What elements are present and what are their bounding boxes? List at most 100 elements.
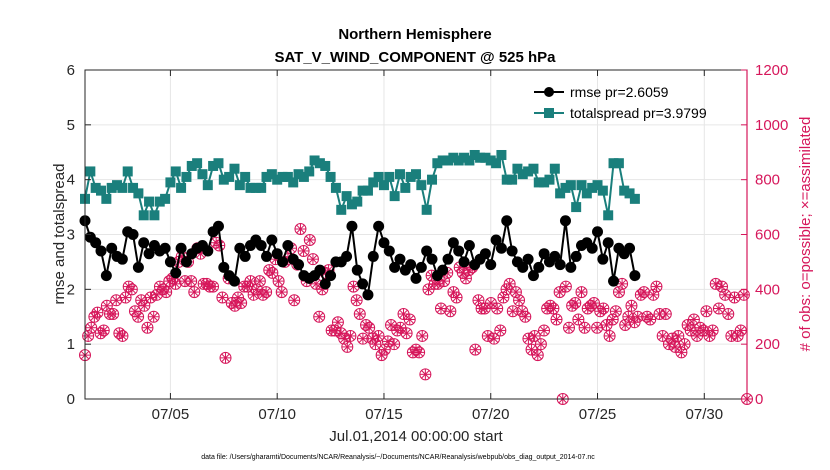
obs-point [132, 310, 145, 323]
totalspread-point [443, 155, 454, 166]
obs-point [528, 329, 541, 342]
rmse-point [228, 275, 240, 287]
obs-point [547, 302, 560, 315]
y-tick-label: 6 [67, 62, 75, 79]
obs-point [572, 313, 585, 326]
obs-point [185, 275, 198, 288]
obs-point [531, 349, 544, 362]
rmse-point [421, 245, 433, 257]
rmse-point [164, 256, 176, 268]
obs-point [550, 313, 563, 326]
rmse-point [447, 237, 459, 249]
obs-point [288, 294, 301, 307]
rmse-point [527, 270, 539, 282]
rmse-point [565, 261, 577, 273]
y-tick-label: 4 [67, 172, 75, 189]
totalspread-point [266, 169, 277, 180]
rmse-point [218, 261, 230, 273]
rmse-point [586, 242, 598, 254]
rmse-point [351, 264, 363, 276]
totalspread-point [357, 185, 368, 196]
totalspread-point [245, 182, 256, 193]
y-axis-left: 0 1 2 3 4 5 6 [67, 62, 91, 408]
obs-point [275, 286, 288, 299]
rmse-point [271, 248, 283, 260]
obs-point [219, 351, 232, 364]
obs-point [712, 302, 725, 315]
totalspread-point [160, 193, 171, 204]
rmse-point [602, 237, 614, 249]
totalspread-point [330, 182, 341, 193]
rmse-point [180, 256, 192, 268]
obs-point [306, 253, 319, 266]
totalspread-point [549, 163, 560, 174]
obs-point [169, 277, 182, 290]
y-tick-label: 5 [67, 117, 75, 134]
totalspread-point [512, 163, 523, 174]
obs-point [653, 308, 666, 321]
totalspread-point [453, 155, 464, 166]
totalspread-point [405, 171, 416, 182]
rmse-point [100, 270, 112, 282]
totalspread-point [341, 191, 352, 202]
totalspread-point [613, 158, 624, 169]
obs-point [85, 321, 98, 334]
totalspread-point [368, 177, 379, 188]
rmse-point [501, 215, 513, 227]
y2-tick-label: 200 [755, 336, 780, 353]
grid [85, 70, 747, 399]
totalspread-point [565, 180, 576, 191]
y-axis-right: 0 200 400 600 800 1000 1200 [741, 62, 788, 408]
totalspread-point [325, 171, 336, 182]
rmse-point [282, 239, 294, 251]
totalspread-point [336, 204, 347, 215]
rmse-point [314, 264, 326, 276]
rmse-point [405, 259, 417, 271]
totalspread-point [261, 171, 272, 182]
totalspread-point [165, 177, 176, 188]
obs-point [569, 297, 582, 310]
obs-point [372, 329, 385, 342]
obs-point [141, 321, 154, 334]
totalspread-point [378, 180, 389, 191]
totalspread-point [117, 182, 128, 193]
y-tick-label: 1 [67, 336, 75, 353]
x-tick-label: 07/25 [579, 406, 617, 423]
totalspread-point [421, 204, 432, 215]
totalspread-point [138, 210, 149, 221]
obs-point [519, 310, 532, 323]
obs-point [331, 316, 344, 329]
obs-point [116, 329, 129, 342]
obs-point [503, 277, 516, 290]
rmse-point [319, 278, 331, 290]
obs-point [609, 305, 622, 318]
rmse-point [159, 242, 171, 254]
totalspread-point [539, 177, 550, 188]
legend-spread-marker [544, 108, 554, 118]
rmse-point [362, 289, 374, 301]
rmse-point [559, 215, 571, 227]
obs-point [356, 332, 369, 345]
obs-point [235, 297, 248, 310]
rmse-point [95, 245, 107, 257]
obs-point [353, 308, 366, 321]
obs-point [737, 288, 750, 301]
y2-tick-label: 800 [755, 172, 780, 189]
y-tick-label: 3 [67, 227, 75, 244]
obs-point [341, 340, 354, 353]
totalspread-point [629, 193, 640, 204]
totalspread-point [555, 188, 566, 199]
totalspread-point [592, 180, 603, 191]
totalspread-point [523, 166, 534, 177]
x-axis-label: Jul.01,2014 00:00:00 start [329, 428, 503, 445]
totalspread-point [394, 169, 405, 180]
chart-subtitle: SAT_V_WIND_COMPONENT @ 525 hPa [274, 49, 556, 66]
totalspread-point [437, 155, 448, 166]
obs-point [403, 313, 416, 326]
rmse-point [239, 250, 251, 262]
y2-tick-label: 400 [755, 281, 780, 298]
rmse-point [549, 250, 561, 262]
obs-point [728, 291, 741, 304]
totalspread-point [459, 152, 470, 163]
x-tick-label: 07/10 [258, 406, 296, 423]
